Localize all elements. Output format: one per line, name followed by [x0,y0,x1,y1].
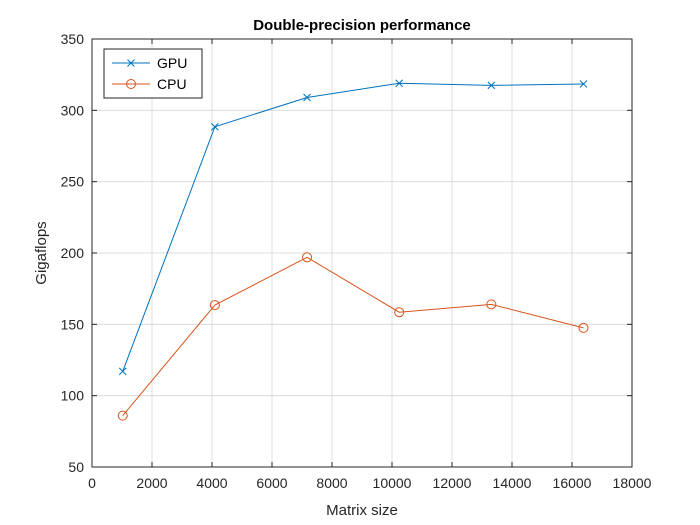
legend: GPU CPU [103,48,203,99]
legend-entry-cpu: CPU [112,76,187,92]
legend-marker [126,79,136,89]
x-tick-label: 0 [88,475,96,491]
x-tick-label: 6000 [256,475,287,491]
x-tick-label: 10000 [373,475,412,491]
data-point-cpu [302,252,313,263]
data-point-gpu [487,81,496,90]
data-point-gpu [211,122,219,131]
data-point-gpu [303,93,311,102]
legend-label: CPU [157,76,187,92]
legend-box [103,48,203,99]
data-point-gpu [118,367,127,376]
x-tick-label: 4000 [196,475,227,491]
data-point-cpu [394,307,405,318]
x-tick-label: 14000 [493,475,532,491]
legend-marker [127,59,135,67]
series-line-gpu [122,82,584,372]
series-line-cpu [122,256,584,416]
series-cpu [117,252,589,421]
data-point-cpu [117,410,128,421]
x-tick-label: 8000 [316,475,347,491]
y-tick-label: 100 [61,388,85,404]
legend-entry-gpu: GPU [112,55,187,71]
y-tick-label: 150 [61,316,85,332]
data-point-gpu [395,79,404,88]
x-tick-label: 16000 [553,475,592,491]
y-axis-label: Gigaflops [33,221,50,284]
legend-label: GPU [157,55,187,71]
x-tick-label: 2000 [136,475,167,491]
chart-title: Double-precision performance [253,17,471,34]
x-axis-label: Matrix size [326,502,398,519]
x-tick-label: 18000 [613,475,652,491]
y-tick-label: 300 [61,102,85,118]
data-point-gpu [579,80,588,88]
x-tick-label: 12000 [433,475,472,491]
series-gpu [118,79,588,376]
data-point-cpu [209,300,220,311]
y-tick-label: 50 [68,459,84,475]
y-tick-label: 200 [61,245,85,261]
y-tick-label: 350 [61,31,85,47]
y-tick-label: 250 [61,174,85,190]
data-point-cpu [578,322,589,333]
data-point-cpu [486,299,497,310]
